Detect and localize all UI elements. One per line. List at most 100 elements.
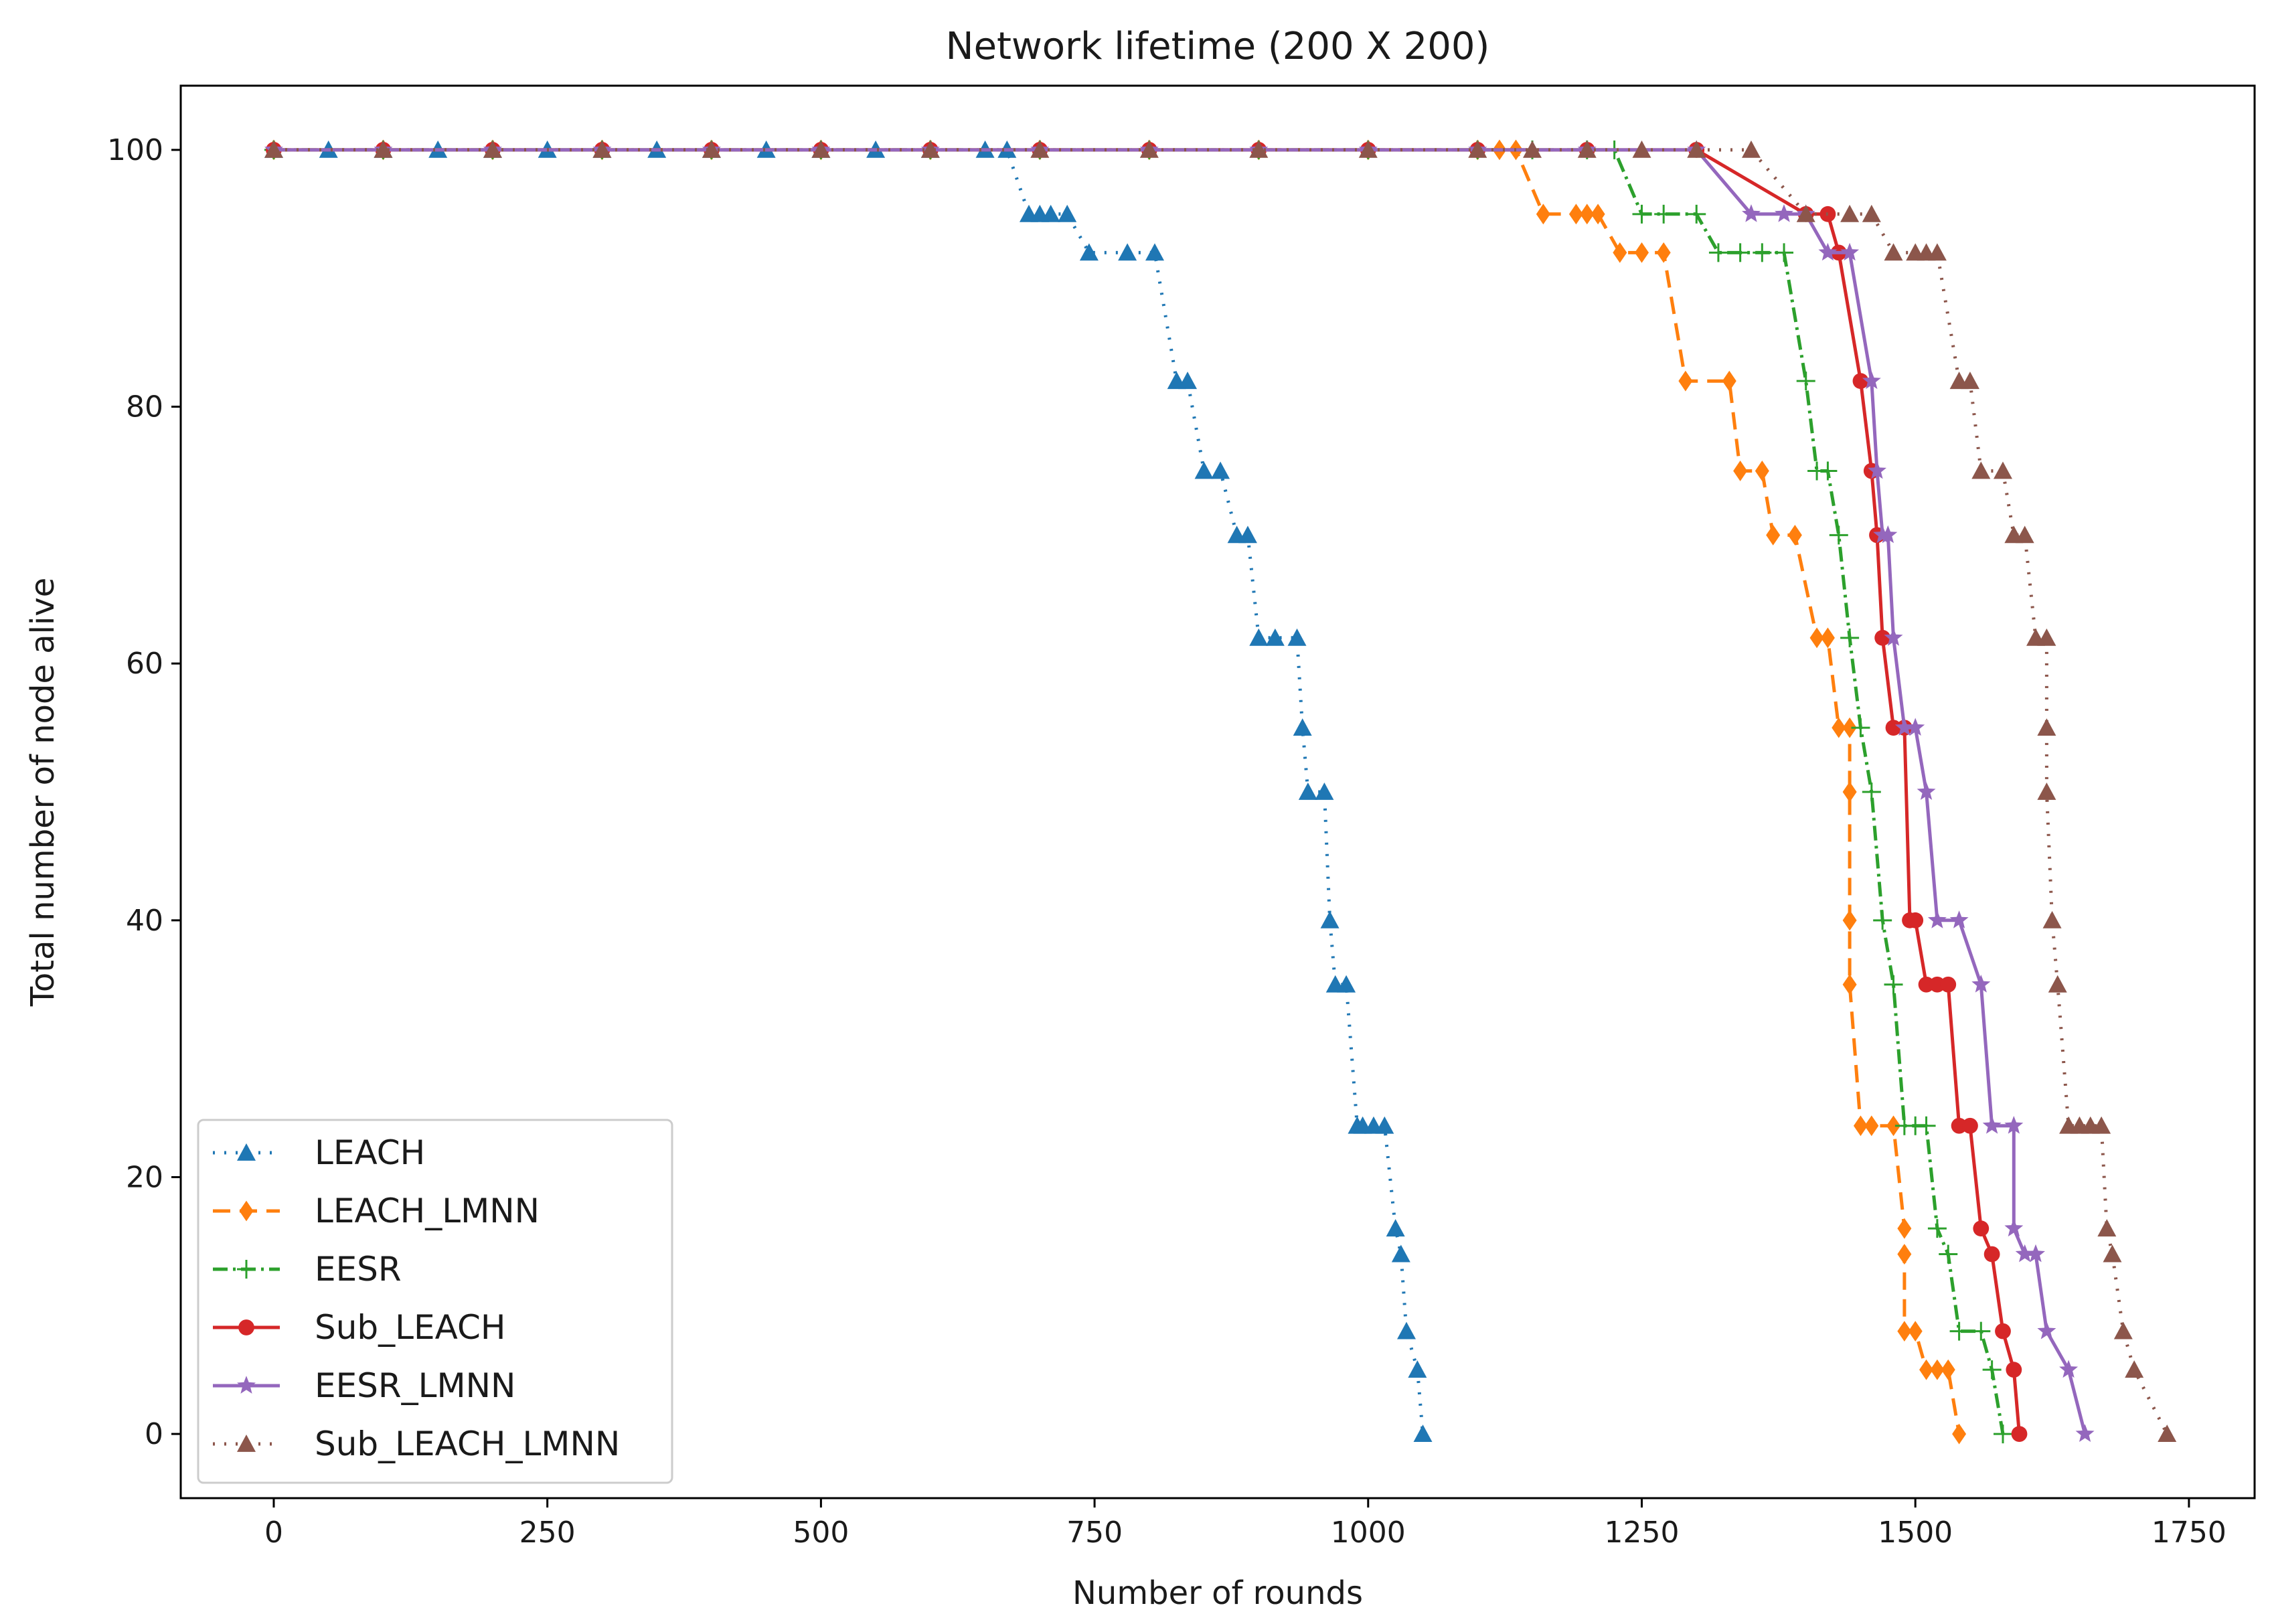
data-point-eesr bbox=[1829, 525, 1848, 545]
data-point-eesr bbox=[1939, 1244, 1958, 1264]
data-point-leach bbox=[1287, 628, 1307, 646]
legend-entry-sub-leach: Sub_LEACH bbox=[213, 1308, 505, 1347]
data-point-leach-lmnn bbox=[1580, 204, 1595, 225]
data-point-sub-leach-lmnn bbox=[1796, 204, 1815, 222]
data-point-leach-lmnn bbox=[1613, 242, 1627, 263]
data-point-eesr-lmnn bbox=[2015, 1244, 2034, 1263]
y-axis-label: Total number of node alive bbox=[24, 578, 62, 1007]
legend-label: Sub_LEACH bbox=[315, 1308, 505, 1347]
data-point-sub-leach bbox=[1929, 976, 1945, 993]
data-point-eesr bbox=[1632, 204, 1651, 224]
data-point-leach-lmnn bbox=[1908, 1321, 1923, 1342]
data-point-eesr-lmnn bbox=[1971, 975, 1991, 993]
data-point-eesr bbox=[1818, 461, 1838, 481]
data-point-sub-leach-lmnn bbox=[2097, 1219, 2117, 1237]
data-point-sub-leach-lmnn bbox=[2037, 628, 2056, 646]
data-point-sub-leach-lmnn bbox=[1468, 140, 1487, 158]
data-point-eesr bbox=[1949, 1321, 1969, 1341]
data-point-leach bbox=[1194, 461, 1214, 479]
data-point-eesr bbox=[1796, 372, 1815, 391]
y-tick-label: 20 bbox=[126, 1160, 163, 1194]
data-point-leach-lmnn bbox=[1733, 461, 1748, 481]
data-point-sub-leach-lmnn bbox=[1523, 140, 1542, 158]
data-point-sub-leach bbox=[2006, 1362, 2022, 1378]
legend-marker bbox=[237, 1435, 256, 1452]
data-point-eesr bbox=[1654, 204, 1674, 224]
data-point-sub-leach bbox=[1918, 976, 1935, 993]
data-point-eesr-lmnn bbox=[2059, 1360, 2079, 1378]
data-point-sub-leach bbox=[1983, 1246, 2000, 1263]
data-point-leach bbox=[1391, 1244, 1410, 1263]
data-point-eesr-lmnn bbox=[1878, 525, 1898, 544]
data-point-eesr bbox=[1982, 1360, 2002, 1380]
data-point-sub-leach-lmnn bbox=[1840, 204, 1860, 222]
plot-frame bbox=[179, 84, 2256, 1499]
data-point-sub-leach bbox=[1885, 720, 1902, 736]
data-point-leach bbox=[1298, 783, 1317, 800]
data-point-eesr bbox=[1708, 243, 1728, 262]
data-point-sub-leach-lmnn bbox=[2125, 1360, 2144, 1378]
data-point-leach bbox=[1249, 628, 1269, 646]
x-tick-label: 500 bbox=[793, 1516, 849, 1550]
data-point-leach bbox=[1265, 628, 1285, 646]
data-point-eesr-lmnn bbox=[1884, 628, 1903, 646]
data-point-sub-leach-lmnn bbox=[1358, 140, 1378, 158]
data-point-sub-leach-lmnn bbox=[1687, 140, 1706, 158]
data-point-leach-lmnn bbox=[1897, 1218, 1912, 1239]
x-tick-label: 1500 bbox=[1878, 1516, 1953, 1550]
data-point-sub-leach-lmnn bbox=[2103, 1244, 2122, 1263]
data-point-leach bbox=[1397, 1321, 1416, 1339]
data-point-sub-leach-lmnn bbox=[920, 140, 940, 158]
data-point-leach-lmnn bbox=[1634, 242, 1649, 263]
data-point-leach-lmnn bbox=[1842, 974, 1857, 995]
data-point-sub-leach-lmnn bbox=[1927, 243, 1947, 261]
data-point-eesr-lmnn bbox=[1949, 910, 1969, 928]
data-point-sub-leach-lmnn bbox=[1993, 461, 2012, 479]
y-axis: 0 20 40 60 80 100 bbox=[107, 133, 181, 1451]
y-tick-label: 80 bbox=[126, 390, 163, 424]
legend: LEACH LEACH_LMNN EESR Sub_LEACH EESR_LMNN Sub… bbox=[197, 1119, 673, 1484]
data-point-leach bbox=[1041, 204, 1060, 222]
data-point-sub-leach bbox=[1874, 629, 1891, 646]
data-point-leach bbox=[1315, 783, 1334, 800]
chart-title: Network lifetime (200 X 200) bbox=[946, 25, 1490, 68]
data-point-leach bbox=[1337, 975, 1356, 993]
data-point-leach bbox=[1386, 1219, 1405, 1237]
data-point-leach-lmnn bbox=[1678, 370, 1693, 392]
legend-label: Sub_LEACH_LMNN bbox=[315, 1425, 620, 1463]
data-point-sub-leach-lmnn bbox=[2158, 1425, 2177, 1442]
data-point-leach-lmnn bbox=[1897, 1321, 1912, 1342]
data-point-leach-lmnn bbox=[1842, 781, 1857, 803]
data-point-eesr-lmnn bbox=[1742, 204, 1761, 222]
data-point-leach bbox=[1293, 718, 1312, 736]
legend-label: EESR bbox=[315, 1250, 402, 1289]
data-point-sub-leach-lmnn bbox=[264, 140, 283, 158]
data-point-leach-lmnn bbox=[1842, 910, 1857, 931]
series-sub-leach-lmnn bbox=[264, 140, 2177, 1442]
data-point-sub-leach-lmnn bbox=[483, 140, 502, 158]
data-point-leach-lmnn bbox=[1832, 717, 1846, 738]
data-point-leach-lmnn bbox=[1820, 627, 1835, 649]
data-point-leach-lmnn bbox=[1897, 1244, 1912, 1265]
y-tick-label: 40 bbox=[126, 904, 163, 938]
data-point-sub-leach bbox=[1973, 1220, 1990, 1237]
legend-marker bbox=[237, 1376, 256, 1394]
data-point-eesr-lmnn bbox=[1818, 242, 1838, 261]
data-point-eesr-lmnn bbox=[2004, 1116, 2024, 1134]
legend-marker bbox=[239, 1200, 254, 1222]
data-point-leach-lmnn bbox=[1809, 627, 1824, 649]
data-point-leach-lmnn bbox=[1853, 1115, 1868, 1137]
data-point-sub-leach bbox=[1940, 976, 1957, 993]
data-point-eesr-lmnn bbox=[2004, 1218, 2024, 1237]
y-tick-label: 60 bbox=[126, 647, 163, 681]
data-point-eesr-lmnn bbox=[1894, 718, 1914, 736]
data-point-eesr-lmnn bbox=[1868, 461, 1886, 479]
data-point-sub-leach-lmnn bbox=[2113, 1321, 2133, 1339]
legend-entry-leach-lmnn: LEACH_LMNN bbox=[213, 1192, 540, 1230]
data-point-sub-leach-lmnn bbox=[1139, 140, 1159, 158]
data-point-eesr-lmnn bbox=[2037, 1321, 2056, 1339]
x-tick-label: 0 bbox=[264, 1516, 283, 1550]
data-point-eesr-lmnn bbox=[1862, 371, 1881, 390]
y-tick-label: 100 bbox=[107, 133, 163, 167]
